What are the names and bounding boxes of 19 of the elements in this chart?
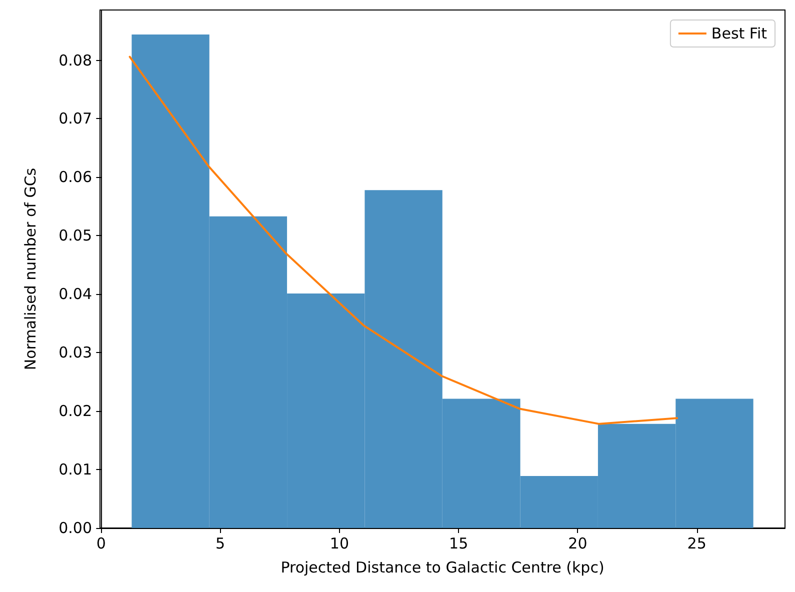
- y-tick-label: 0.04: [58, 285, 92, 304]
- x-tick-label: 15: [449, 534, 468, 552]
- y-tick-label: 0.08: [58, 51, 92, 70]
- y-tick-label: 0.06: [58, 168, 92, 186]
- x-tick-label: 5: [216, 534, 226, 552]
- x-tick-label: 0: [96, 534, 106, 552]
- y-tick-label: 0.05: [58, 226, 92, 245]
- legend-label: Best Fit: [711, 24, 768, 42]
- y-tick-label: 0.03: [58, 344, 92, 362]
- y-tick-label: 0.00: [58, 519, 92, 537]
- x-tick-label: 20: [568, 534, 588, 552]
- x-tick-label: 25: [687, 534, 706, 552]
- y-axis-title: Normalised number of GCs: [22, 168, 40, 370]
- y-tick-label: 0.02: [58, 402, 92, 420]
- y-tick-label: 0.07: [58, 110, 92, 128]
- x-axis-title: Projected Distance to Galactic Centre (kpc): [280, 558, 604, 576]
- line-series: [128, 56, 678, 425]
- y-tick-label: 0.01: [58, 460, 92, 479]
- x-tick-label: 10: [330, 534, 349, 552]
